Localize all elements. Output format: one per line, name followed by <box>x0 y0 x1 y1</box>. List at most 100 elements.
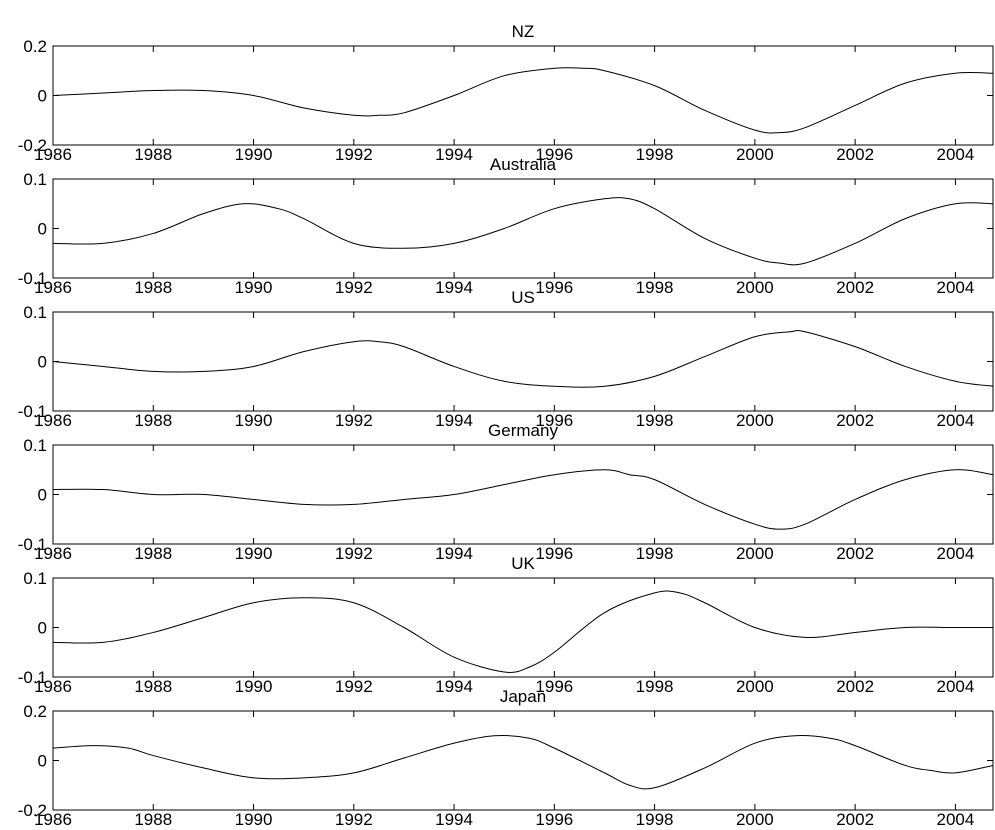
subplot-nz: NZ 1986 1988 1990 1992 1994 1996 1998 2000 2002 20… <box>18 22 994 164</box>
series-line <box>52 67 994 134</box>
y-tick-label: 0.1 <box>23 303 47 322</box>
subplot-title: NZ <box>512 22 535 41</box>
subplot-germany: Germany 1986 1988 1990 1992 1994 1996 1998 2000 2… <box>18 421 994 563</box>
x-tick-label: 1994 <box>435 145 473 164</box>
x-tick-label: 1990 <box>235 145 273 164</box>
x-tick-label: 1986 <box>34 544 72 563</box>
y-tick-label: 0 <box>38 752 47 771</box>
subplot-uk: UK 1986 1988 1990 1992 1994 1996 1998 2000 2002 20… <box>18 554 994 696</box>
subplot-title: US <box>511 288 535 307</box>
x-tick-label: 2000 <box>736 544 774 563</box>
x-tick-label: 1998 <box>636 411 674 430</box>
x-tick-label: 1990 <box>235 677 273 696</box>
x-tick-label: 1990 <box>235 544 273 563</box>
x-tick-label: 2004 <box>936 145 974 164</box>
x-tick-label: 1990 <box>235 411 273 430</box>
series-line <box>52 197 994 266</box>
subplot-australia: Australia 1986 1988 1990 1992 1994 1996 1998 200… <box>18 155 994 297</box>
x-tick-label: 1986 <box>34 411 72 430</box>
x-tick-label: 1986 <box>34 145 72 164</box>
subplot-japan: Japan 1986 1988 1990 1992 1994 1996 1998 2000 200… <box>18 687 994 829</box>
x-tick-label: 1986 <box>34 278 72 297</box>
x-tick-label: 2002 <box>836 810 874 829</box>
y-tick-label: -0.2 <box>18 136 47 155</box>
x-tick-label: 1988 <box>134 810 172 829</box>
y-tick-label: 0.1 <box>23 170 47 189</box>
y-tick-label: 0 <box>38 486 47 505</box>
y-tick-label: 0 <box>38 619 47 638</box>
y-tick-label: 0.2 <box>23 37 47 56</box>
x-tick-label: 2004 <box>936 544 974 563</box>
x-tick-label: 1988 <box>134 278 172 297</box>
x-tick-label: 2004 <box>936 411 974 430</box>
axes-frame <box>52 710 994 811</box>
axes-frame <box>52 45 994 146</box>
x-tick-label: 1992 <box>335 411 373 430</box>
x-tick-label: 2000 <box>736 810 774 829</box>
x-tick-label: 1992 <box>335 278 373 297</box>
x-tick-label: 2004 <box>936 278 974 297</box>
series-line <box>52 329 994 388</box>
x-tick-label: 1994 <box>435 278 473 297</box>
x-tick-label: 1998 <box>636 677 674 696</box>
x-tick-label: 1996 <box>535 145 573 164</box>
x-tick-label: 1998 <box>636 544 674 563</box>
x-tick-label: 1996 <box>535 544 573 563</box>
y-tick-label: 0.1 <box>23 569 47 588</box>
subplot-title: Japan <box>500 687 546 706</box>
x-tick-label: 2002 <box>836 278 874 297</box>
y-tick-label: -0.1 <box>18 269 47 288</box>
x-tick-label: 1992 <box>335 544 373 563</box>
x-tick-label: 2002 <box>836 411 874 430</box>
x-tick-label: 2004 <box>936 677 974 696</box>
x-tick-label: 1986 <box>34 810 72 829</box>
x-tick-label: 1992 <box>335 810 373 829</box>
y-tick-label: -0.1 <box>18 535 47 554</box>
x-tick-label: 1988 <box>134 677 172 696</box>
x-tick-label: 1994 <box>435 411 473 430</box>
x-tick-label: 1996 <box>535 677 573 696</box>
y-tick-label: 0 <box>38 220 47 239</box>
x-tick-label: 1996 <box>535 411 573 430</box>
axes-frame <box>52 577 994 678</box>
series-line <box>52 734 994 790</box>
x-tick-label: 2000 <box>736 145 774 164</box>
x-tick-label: 1994 <box>435 810 473 829</box>
x-tick-label: 2000 <box>736 411 774 430</box>
x-tick-label: 1992 <box>335 677 373 696</box>
subplot-title: UK <box>511 554 535 573</box>
y-tick-label: 0.1 <box>23 436 47 455</box>
y-tick-label: -0.2 <box>18 801 47 820</box>
subplot-title: Australia <box>490 155 557 174</box>
x-tick-label: 1998 <box>636 278 674 297</box>
series-line <box>52 590 993 673</box>
x-tick-label: 1996 <box>535 810 573 829</box>
axes-frame <box>52 178 994 279</box>
x-tick-label: 2004 <box>936 810 974 829</box>
y-tick-label: 0 <box>38 87 47 106</box>
x-tick-label: 1998 <box>636 810 674 829</box>
x-tick-label: 1990 <box>235 278 273 297</box>
x-tick-label: 1998 <box>636 145 674 164</box>
subplot-us: US 1986 1988 1990 1992 1994 1996 1998 2000 2002 20… <box>18 288 994 430</box>
axes-frame <box>52 311 994 412</box>
series-line <box>52 469 994 530</box>
x-tick-label: 2002 <box>836 544 874 563</box>
x-tick-label: 2002 <box>836 145 874 164</box>
x-tick-label: 1990 <box>235 810 273 829</box>
x-tick-label: 2002 <box>836 677 874 696</box>
x-tick-label: 1994 <box>435 544 473 563</box>
x-tick-label: 1988 <box>134 411 172 430</box>
x-tick-label: 2000 <box>736 278 774 297</box>
subplot-title: Germany <box>488 421 558 440</box>
x-tick-label: 1994 <box>435 677 473 696</box>
y-tick-label: -0.1 <box>18 668 47 687</box>
y-tick-label: -0.1 <box>18 402 47 421</box>
x-tick-label: 2000 <box>736 677 774 696</box>
x-tick-label: 1988 <box>134 145 172 164</box>
x-tick-label: 1996 <box>535 278 573 297</box>
y-tick-label: 0.2 <box>23 702 47 721</box>
x-tick-label: 1988 <box>134 544 172 563</box>
x-tick-label: 1986 <box>34 677 72 696</box>
